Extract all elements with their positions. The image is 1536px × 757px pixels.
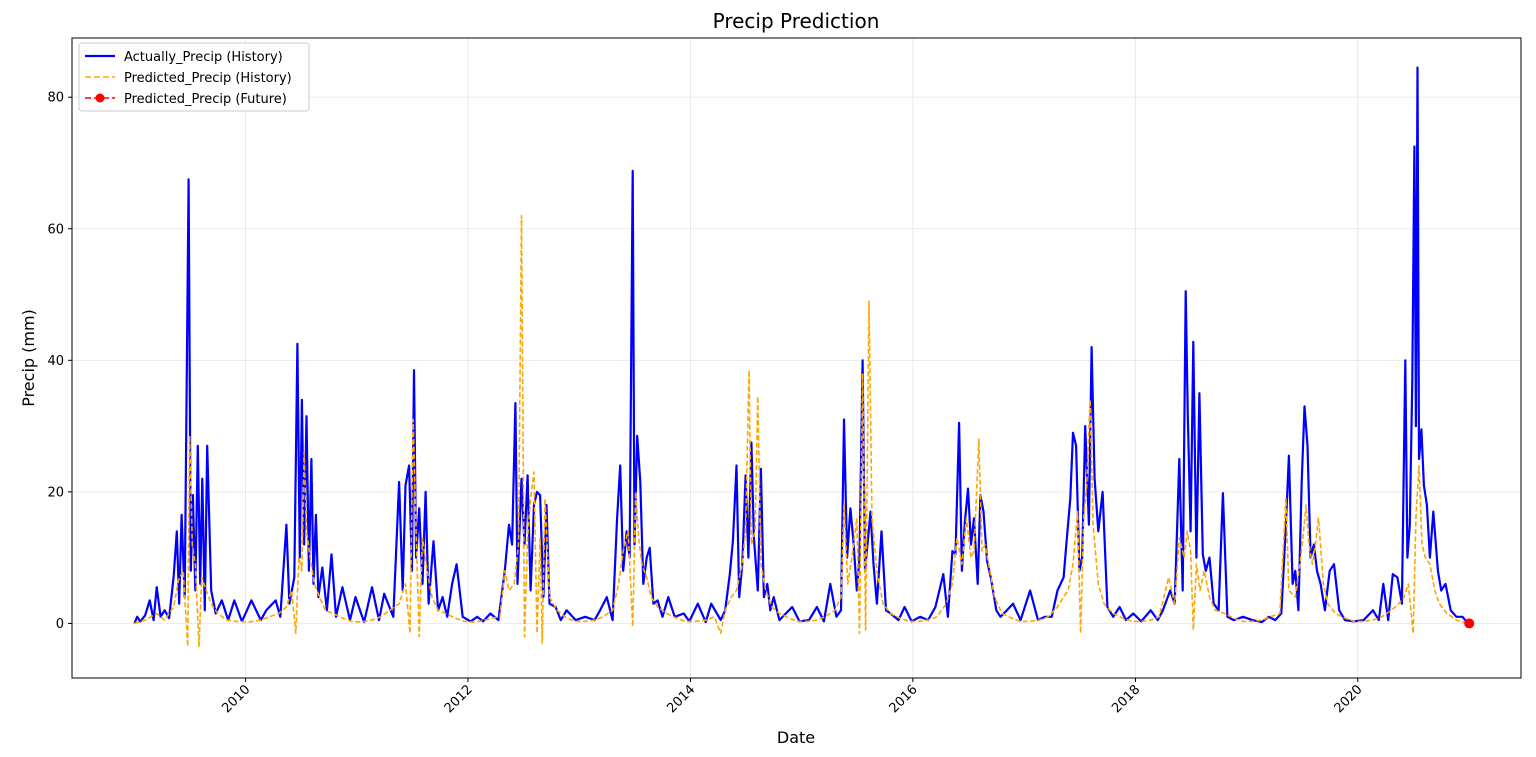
legend-box (78, 42, 310, 112)
legend: Actually_Precip (History) Predicted_Prec… (78, 42, 310, 112)
y-tick-label: 20 (47, 485, 64, 500)
y-tick-label: 0 (56, 617, 64, 632)
grid-lines (72, 38, 1521, 678)
legend-label-actual: Actually_Precip (History) (124, 50, 283, 65)
y-tick-label: 40 (47, 354, 64, 369)
legend-marker-predicted-future (95, 93, 105, 103)
plot-frame (71, 37, 1522, 679)
x-axis-label: Date (777, 728, 815, 747)
legend-label-predicted-history: Predicted_Precip (History) (124, 71, 292, 86)
predicted-history-line (134, 214, 1469, 648)
y-axis-label: Precip (mm) (19, 309, 38, 407)
actual-history-line (133, 66, 1469, 625)
future-point-marker (1464, 618, 1475, 629)
y-tick-label: 80 (47, 91, 64, 106)
y-tick-label: 60 (47, 222, 64, 237)
series-layer (133, 66, 1475, 648)
legend-label-predicted-future: Predicted_Precip (Future) (124, 92, 287, 107)
chart-title: Precip Prediction (713, 9, 880, 33)
